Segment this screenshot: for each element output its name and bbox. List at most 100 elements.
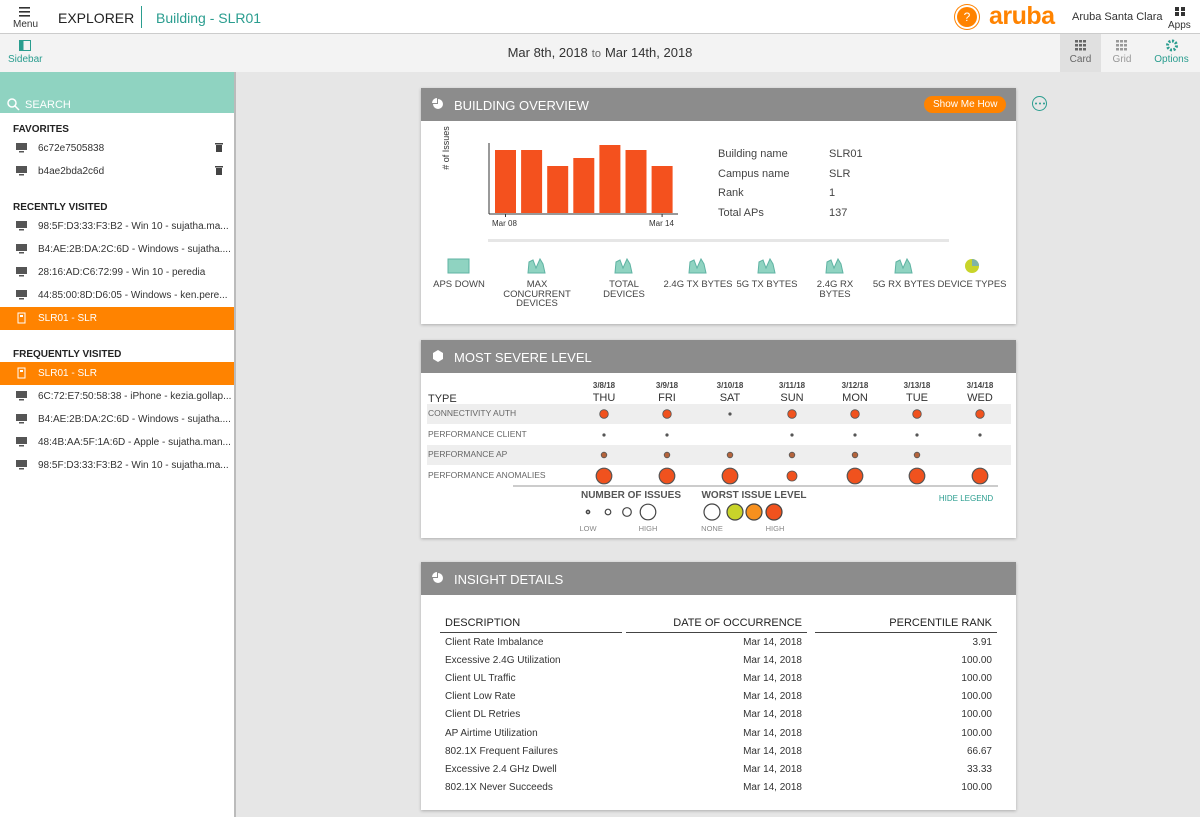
sidebar-item[interactable]: 6C:72:E7:50:58:38 - iPhone - kezia.golla…: [0, 385, 234, 408]
stand: [19, 298, 24, 300]
menu-line: [19, 11, 30, 13]
view-icon: [1116, 40, 1127, 51]
column-underline: [815, 632, 997, 633]
monitor: [16, 244, 27, 251]
apps-icon: [1175, 7, 1185, 16]
search-placeholder: SEARCH: [25, 99, 71, 111]
issue-dot: [971, 467, 989, 485]
view-label[interactable]: Options: [1154, 54, 1189, 65]
day-date: 3/9/18: [655, 381, 679, 390]
metric-label[interactable]: 5G RX BYTES: [872, 279, 936, 290]
pie: [433, 573, 443, 583]
sidebar-item[interactable]: 6c72e7505838: [0, 137, 234, 160]
date-from: Mar 8th, 2018: [507, 45, 588, 60]
search-bar[interactable]: SEARCH: [0, 72, 234, 113]
menu-label[interactable]: Menu: [13, 19, 39, 30]
metric-label[interactable]: DEVICE TYPES: [937, 279, 1007, 290]
bar: [625, 150, 647, 213]
issue-dot: [787, 409, 797, 419]
help-icon[interactable]: ?: [957, 7, 977, 27]
apps-square: [1181, 7, 1185, 11]
item-label: 28:16:AD:C6:72:99 - Win 10 - peredia: [38, 267, 206, 278]
issue-dot: [912, 409, 922, 419]
device-icon: [16, 391, 27, 401]
detail-value: SLR: [829, 167, 851, 180]
hide-legend[interactable]: HIDE LEGEND: [938, 494, 994, 503]
device-icon: [16, 244, 27, 254]
more-button[interactable]: [1032, 96, 1047, 111]
sidebar-item[interactable]: SLR01 - SLR: [0, 362, 234, 385]
sidebar: SEARCH FAVORITES 6c72e7505838 b4ae2bda2c6d R…: [0, 72, 236, 817]
view-icon-cell: [1124, 48, 1127, 51]
sidebar-item[interactable]: 28:16:AD:C6:72:99 - Win 10 - peredia: [0, 261, 234, 284]
item-label: b4ae2bda2c6d: [38, 166, 105, 177]
card-header: MOST SEVERE LEVEL: [421, 340, 1016, 373]
metric-label[interactable]: 2.4G TX BYTES: [663, 279, 733, 290]
view-label[interactable]: Grid: [1112, 54, 1132, 65]
day-date: 3/11/18: [778, 381, 806, 390]
monitor: [16, 267, 27, 274]
pie-slice: [432, 98, 437, 103]
device-icon: [16, 414, 27, 424]
device-icon: [16, 267, 27, 277]
date-sep: to: [591, 48, 601, 60]
stand: [19, 252, 24, 254]
day-name: FRI: [658, 392, 676, 404]
sidebar-item[interactable]: B4:AE:2B:DA:2C:6D - Windows - sujatha...…: [0, 408, 234, 431]
y-axis-label: # of Issues: [441, 126, 451, 170]
sidebar-item[interactable]: 98:5F:D3:33:F3:B2 - Win 10 - sujatha.ma.…: [0, 215, 234, 238]
metric-icon: [614, 257, 633, 274]
window: [20, 370, 23, 372]
cell: Mar 14, 2018: [743, 709, 802, 721]
day-date: 3/12/18: [841, 381, 869, 390]
stand: [19, 399, 24, 401]
metric-spark: [614, 257, 633, 274]
view-button[interactable]: Card: [1060, 34, 1101, 72]
issue-dot: [721, 467, 739, 485]
cell: Mar 14, 2018: [743, 637, 802, 648]
metric-label[interactable]: APS DOWN: [433, 279, 485, 290]
view-button[interactable]: Options: [1143, 34, 1200, 72]
item-label: B4:AE:2B:DA:2C:6D - Windows - sujatha...…: [38, 244, 231, 255]
card-title: MOST SEVERE LEVEL: [454, 350, 592, 365]
cell: 100.00: [961, 691, 992, 703]
metric-label[interactable]: 2.4G RX BYTES: [816, 279, 854, 300]
lid: [215, 166, 223, 168]
sidebar-item[interactable]: 98:5F:D3:33:F3:B2 - Win 10 - sujatha.ma.…: [0, 454, 234, 477]
sidebar-item[interactable]: b4ae2bda2c6d: [0, 160, 234, 183]
view-icon: [1074, 40, 1086, 51]
show-me-how[interactable]: Show Me How: [924, 96, 1007, 113]
item-label: SLR01 - SLR: [38, 368, 97, 379]
issue-dot: [908, 467, 926, 485]
device-icon: [16, 221, 27, 231]
sidebar-item[interactable]: B4:AE:2B:DA:2C:6D - Windows - sujatha...…: [0, 238, 234, 261]
metric-icon: [894, 257, 913, 274]
day-name: THU: [592, 392, 616, 404]
metric-label[interactable]: 5G TX BYTES: [736, 279, 798, 290]
apps-label[interactable]: Apps: [1168, 20, 1191, 31]
row-name: PERFORMANCE ANOMALIES: [428, 470, 546, 480]
sidebar-item[interactable]: SLR01 - SLR: [0, 307, 234, 330]
dot: [1039, 102, 1041, 105]
cell: 100.00: [961, 727, 992, 739]
cell: Excessive 2.4 GHz Dwell: [445, 763, 557, 775]
trash-icon: [215, 166, 223, 175]
sidebar-toggle[interactable]: Sidebar: [8, 54, 43, 65]
sidebar-item[interactable]: 48:4B:AA:5F:1A:6D - Apple - sujatha.man.…: [0, 431, 234, 454]
metric-label[interactable]: TOTAL DEVICES: [603, 279, 645, 300]
metric-icon: [757, 257, 776, 274]
sidebar-item[interactable]: 44:85:00:8D:D6:05 - Windows - ken.pere..…: [0, 284, 234, 307]
section-title: RECENTLY VISITED: [13, 202, 108, 213]
legend-level: [765, 503, 783, 521]
day-date: 3/10/18: [716, 381, 744, 390]
view-label[interactable]: Card: [1069, 54, 1092, 65]
date-to: Mar 14th, 2018: [604, 45, 693, 60]
view-button[interactable]: Grid: [1101, 34, 1143, 72]
detail-label: Rank: [718, 187, 744, 200]
monitor: [16, 221, 27, 228]
view-icon-cell: [1078, 40, 1082, 43]
metric-label[interactable]: MAX CONCURRENT DEVICES: [503, 279, 571, 309]
device-icon: [16, 437, 27, 447]
item-label: 44:85:00:8D:D6:05 - Windows - ken.pere..…: [38, 290, 228, 301]
